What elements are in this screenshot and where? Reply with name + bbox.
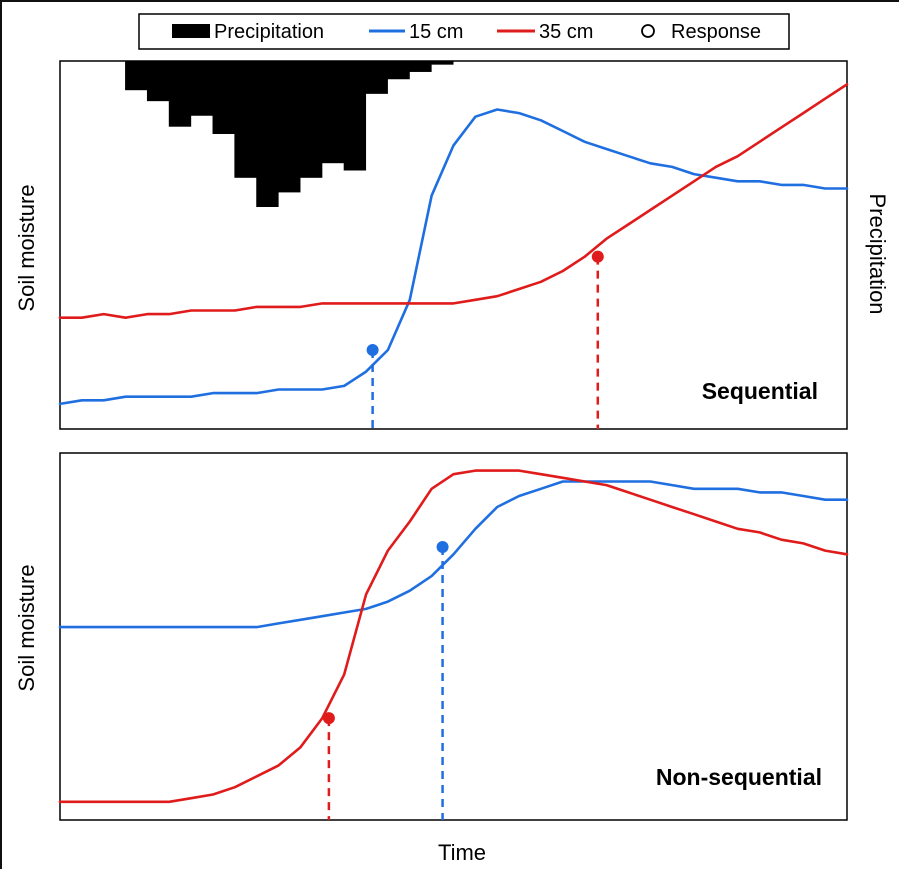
response-point-15cm <box>436 541 449 553</box>
legend-response-marker <box>641 24 655 38</box>
precipitation-bar <box>343 61 367 171</box>
series-line-35cm <box>58 469 849 804</box>
legend-35cm-label: 35 cm <box>539 21 593 43</box>
precipitation-bar <box>168 61 192 127</box>
precipitation-bar <box>365 61 388 94</box>
panel-nonsequential-frame <box>59 452 848 821</box>
panel-nonsequential-plot <box>58 469 849 820</box>
panel-label-nonsequential: Non-sequential <box>656 764 822 790</box>
precipitation-bar <box>125 61 148 91</box>
legend-precipitation-swatch <box>172 24 210 38</box>
legend-15cm-label: 15 cm <box>409 21 463 43</box>
precipitation-bar <box>431 61 454 65</box>
legend-response-label: Response <box>671 21 761 43</box>
series-line-15cm <box>58 108 849 406</box>
panel-label-sequential: Sequential <box>702 378 818 404</box>
precipitation-bar <box>212 61 235 134</box>
response-point-35cm <box>322 712 335 725</box>
legend-box <box>138 13 790 50</box>
y-axis-label-bottom: Soil moisture <box>14 564 39 691</box>
legend: Precipitation 15 cm 35 cm Response <box>138 13 790 50</box>
precipitation-bar <box>234 61 257 178</box>
series-line-15cm <box>58 480 849 629</box>
x-axis-label: Time <box>438 840 486 865</box>
legend-precipitation-label: Precipitation <box>214 21 324 43</box>
precipitation-bar <box>190 61 214 116</box>
precipitation-bar <box>299 61 323 178</box>
precipitation-bar <box>146 61 170 102</box>
precipitation-bar <box>387 61 410 80</box>
y-axis-label-right: Precipitation <box>865 193 890 314</box>
response-point-15cm <box>366 344 379 357</box>
panel-sequential-plot <box>58 61 849 429</box>
precipitation-bar <box>278 61 301 193</box>
precipitation-bar <box>409 61 432 72</box>
precipitation-bar <box>256 61 279 207</box>
response-point-35cm <box>591 250 604 263</box>
series-line-35cm <box>58 83 849 320</box>
precipitation-bar <box>321 61 345 164</box>
y-axis-label-top: Soil moisture <box>14 184 39 311</box>
